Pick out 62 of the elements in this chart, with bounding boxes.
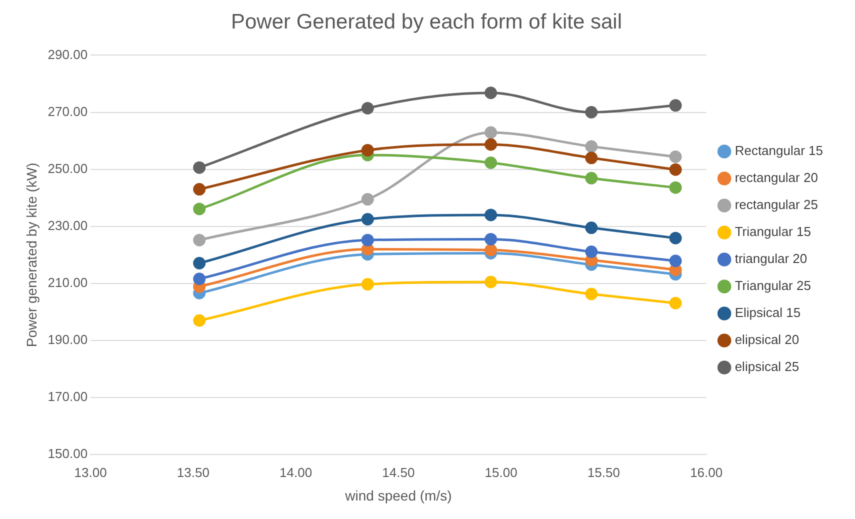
legend-label: triangular 20 (734, 251, 808, 266)
legend-label: rectangular 20 (734, 170, 818, 186)
chart-title: Power Generated by each form of kite sail (230, 10, 622, 34)
point (669, 254, 682, 268)
x-tick-label: 14.00 (280, 464, 312, 480)
legend-label: rectangular 25 (734, 197, 818, 212)
point (193, 202, 206, 216)
point (585, 288, 598, 300)
legend-label: elipsical 20 (734, 332, 800, 348)
y-tick-label: 150.00 (48, 446, 88, 462)
point (484, 138, 498, 151)
x-tick-label: 14.50 (382, 464, 415, 480)
point (484, 232, 498, 246)
legend-label: Elipsical 15 (734, 305, 801, 320)
point (193, 183, 206, 196)
y-axis-title: Power generated by kite (kW) (23, 162, 40, 348)
point (193, 161, 206, 174)
point (193, 272, 206, 286)
point (361, 234, 374, 246)
point (484, 156, 498, 170)
y-tick-label: 290.00 (48, 46, 88, 62)
point (669, 163, 682, 176)
point (669, 150, 682, 164)
point (193, 256, 206, 270)
point (361, 144, 374, 156)
point (585, 152, 598, 164)
point (585, 246, 598, 258)
y-tick-label: 270.00 (48, 104, 88, 119)
point (585, 106, 598, 119)
x-tick-label: 16.00 (690, 464, 723, 480)
point (361, 102, 374, 115)
point (484, 208, 498, 222)
y-tick-label: 170.00 (48, 389, 88, 404)
point (585, 222, 598, 234)
y-tick-label: 190.00 (48, 332, 88, 348)
x-tick-label: 13.00 (74, 464, 107, 480)
point (361, 278, 374, 291)
point (484, 244, 498, 256)
point (669, 296, 682, 310)
point (484, 86, 498, 100)
point (669, 181, 682, 194)
point (585, 172, 598, 184)
legend-label: Triangular 25 (734, 278, 811, 294)
legend-label: Triangular 15 (734, 224, 811, 240)
x-axis-title: wind speed (m/s) (344, 487, 452, 504)
point (193, 314, 206, 327)
y-tick-label: 230.00 (48, 218, 88, 233)
point (361, 212, 374, 226)
point (193, 234, 206, 246)
legend-label: Rectangular 15 (734, 143, 824, 158)
point (669, 232, 682, 244)
point (669, 99, 682, 112)
y-tick-label: 250.00 (48, 160, 88, 176)
legend-label: elipsical 25 (734, 359, 800, 374)
x-tick-label: 15.50 (587, 464, 620, 480)
x-tick-label: 15.00 (484, 464, 518, 480)
point (484, 276, 498, 288)
point (484, 126, 498, 139)
point (361, 193, 374, 206)
point (585, 140, 598, 153)
y-tick-label: 210.00 (48, 275, 88, 290)
x-tick-label: 13.50 (176, 464, 210, 480)
